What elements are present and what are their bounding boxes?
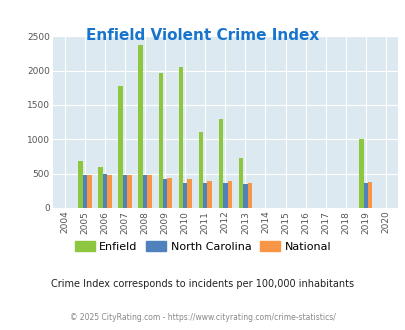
Bar — [107, 175, 111, 208]
Bar — [183, 182, 187, 208]
Bar — [158, 73, 162, 208]
Bar — [238, 158, 243, 208]
Bar — [102, 174, 107, 208]
Bar — [367, 182, 371, 208]
Bar — [178, 67, 183, 208]
Bar — [127, 175, 131, 208]
Bar — [87, 175, 91, 208]
Bar — [358, 139, 362, 208]
Text: Crime Index corresponds to incidents per 100,000 inhabitants: Crime Index corresponds to incidents per… — [51, 279, 354, 289]
Text: Enfield Violent Crime Index: Enfield Violent Crime Index — [86, 28, 319, 43]
Bar — [122, 175, 127, 208]
Bar — [98, 167, 102, 208]
Bar — [187, 179, 191, 208]
Bar — [218, 119, 223, 208]
Bar — [83, 175, 87, 208]
Bar — [138, 45, 143, 208]
Bar — [147, 175, 151, 208]
Bar — [223, 183, 227, 208]
Bar — [78, 161, 83, 208]
Bar — [202, 183, 207, 208]
Bar — [143, 175, 147, 208]
Bar — [118, 86, 122, 208]
Bar — [167, 179, 171, 208]
Bar — [207, 181, 211, 208]
Bar — [198, 132, 202, 208]
Bar — [362, 182, 367, 208]
Bar — [162, 179, 167, 208]
Bar — [247, 182, 252, 208]
Legend: Enfield, North Carolina, National: Enfield, North Carolina, National — [70, 237, 335, 256]
Bar — [243, 184, 247, 208]
Bar — [227, 181, 231, 208]
Text: © 2025 CityRating.com - https://www.cityrating.com/crime-statistics/: © 2025 CityRating.com - https://www.city… — [70, 313, 335, 322]
